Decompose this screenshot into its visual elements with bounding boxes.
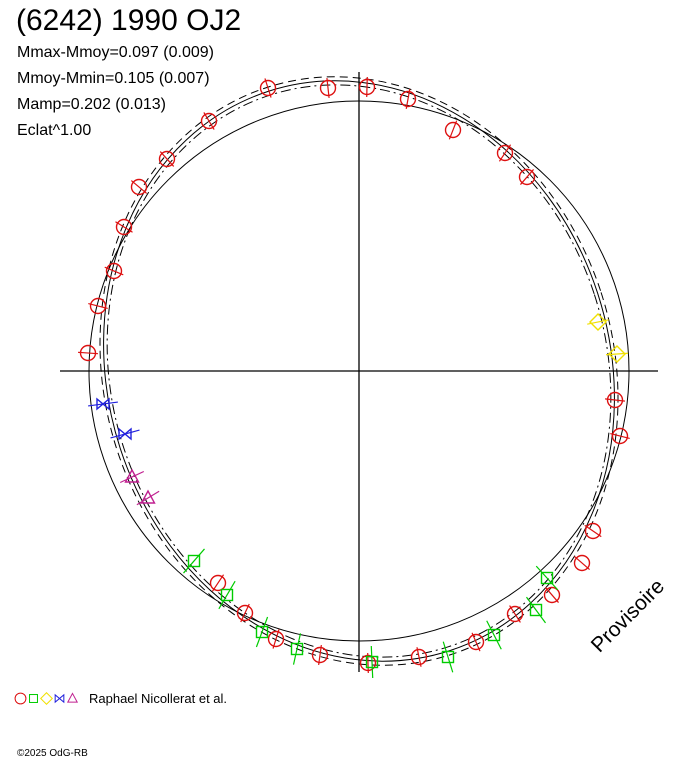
legend: Raphael Nicollerat et al. (14, 691, 227, 706)
page-title: (6242) 1990 OJ2 (16, 4, 242, 37)
param-mmax-mmoy: Mmax-Mmoy=0.097 (0.009) (17, 44, 214, 61)
param-eclat: Eclat^1.00 (17, 122, 92, 139)
param-mmoy-mmin: Mmoy-Mmin=0.105 (0.007) (17, 70, 210, 87)
triangle-symbol-icon (66, 692, 79, 703)
param-mamp: Mamp=0.202 (0.013) (17, 96, 166, 113)
legend-observer-label: Raphael Nicollerat et al. (89, 691, 228, 706)
copyright-credit: ©2025 OdG-RB (17, 748, 88, 759)
diamond-symbol-icon (40, 692, 53, 705)
legend-symbol-icons (14, 692, 79, 705)
bowtie-symbol-icon (54, 693, 65, 704)
circle-symbol-icon (14, 692, 27, 705)
square-symbol-icon (29, 694, 38, 703)
parameters-block: Mmax-Mmoy=0.097 (0.009) Mmoy-Mmin=0.105 … (17, 40, 214, 144)
